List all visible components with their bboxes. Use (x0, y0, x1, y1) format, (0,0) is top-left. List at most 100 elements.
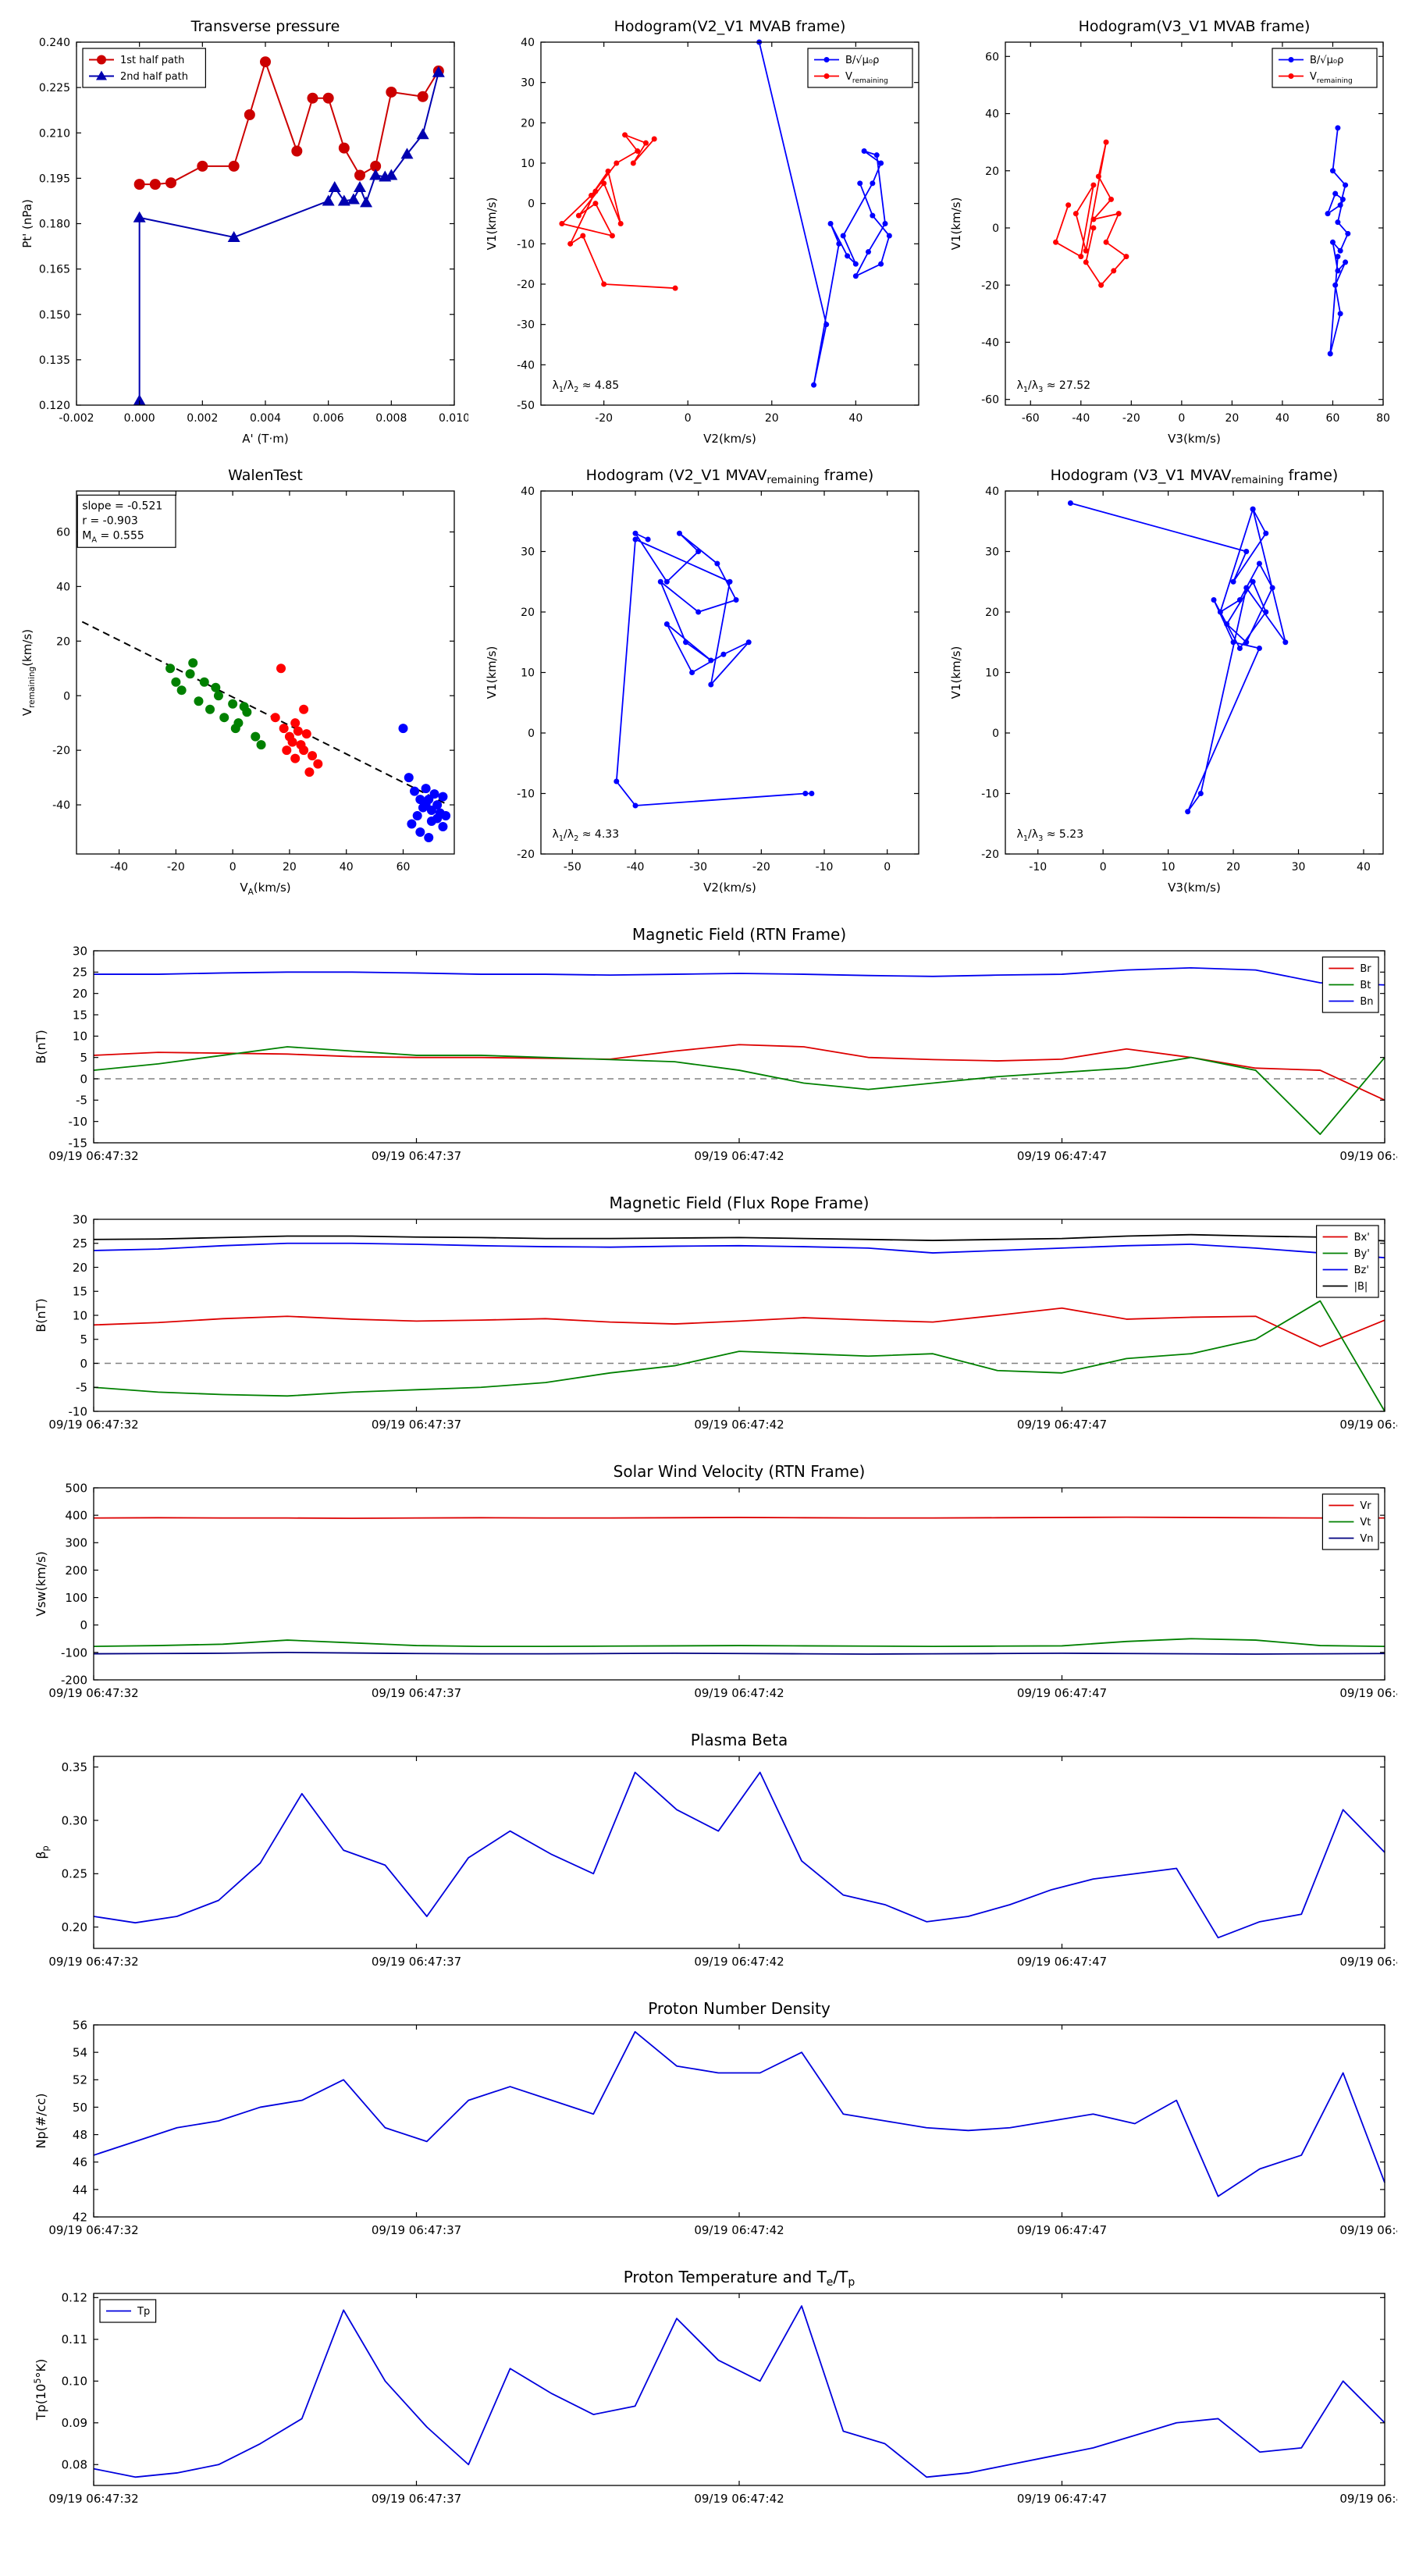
svg-text:V1(km/s): V1(km/s) (949, 197, 963, 251)
chart-proton-number-density: 09/19 06:47:32 09/19 06:47:37 09/19 06:47:… (8, 1994, 1405, 2251)
svg-text:60: 60 (985, 51, 999, 63)
svg-text:0.30: 0.30 (62, 1813, 87, 1827)
svg-text:-5: -5 (76, 1381, 87, 1395)
chart-hodogram-v2v1-mvav-remaining: -50 -40 -30 -20 -10 0 -20 -10 0 10 20 30 40 Hodogram … (472, 455, 933, 904)
svg-text:0: 0 (229, 861, 237, 873)
svg-text:09/19 06:47:42: 09/19 06:47:42 (694, 1149, 784, 1163)
svg-text:0.210: 0.210 (39, 127, 70, 140)
svg-text:09/19 06:47:52: 09/19 06:47:52 (1339, 1149, 1397, 1163)
svg-text:09/19 06:47:52: 09/19 06:47:52 (1339, 1686, 1397, 1700)
svg-text:09/19 06:47:32: 09/19 06:47:32 (48, 1955, 138, 1969)
svg-text:r = -0.903: r = -0.903 (82, 514, 138, 527)
svg-text:-20: -20 (981, 279, 999, 292)
svg-text:20: 20 (985, 165, 999, 178)
svg-text:30: 30 (73, 944, 87, 958)
svg-text:-10: -10 (517, 788, 535, 801)
svg-text:V2(km/s): V2(km/s) (703, 881, 756, 895)
svg-text:-40: -40 (52, 799, 70, 812)
svg-text:-0.002: -0.002 (59, 412, 94, 425)
svg-text:-15: -15 (69, 1136, 88, 1150)
svg-text:-20: -20 (1122, 412, 1140, 425)
svg-text:09/19 06:47:37: 09/19 06:47:37 (372, 1149, 461, 1163)
svg-text:09/19 06:47:37: 09/19 06:47:37 (372, 2492, 461, 2506)
svg-text:-10: -10 (69, 1404, 88, 1418)
svg-text:10: 10 (73, 1308, 87, 1322)
svg-text:-60: -60 (981, 394, 999, 407)
svg-text:Plasma Beta: Plasma Beta (691, 1731, 788, 1749)
svg-text:Tp: Tp (137, 2306, 150, 2318)
svg-text:09/19 06:47:47: 09/19 06:47:47 (1017, 2492, 1107, 2506)
svg-text:Vsw(km/s): Vsw(km/s) (34, 1551, 48, 1616)
svg-text:V1(km/s): V1(km/s) (485, 646, 499, 699)
svg-text:09/19 06:47:32: 09/19 06:47:32 (48, 2223, 138, 2237)
svg-text:-30: -30 (689, 861, 707, 873)
svg-text:Solar Wind Velocity (RTN Frame: Solar Wind Velocity (RTN Frame) (614, 1462, 866, 1481)
svg-text:10: 10 (73, 1030, 87, 1044)
svg-text:-10: -10 (1029, 861, 1047, 873)
svg-text:-100: -100 (61, 1646, 87, 1660)
svg-text:2nd half path: 2nd half path (120, 71, 188, 83)
svg-text:10: 10 (521, 667, 535, 680)
svg-text:20: 20 (1226, 861, 1240, 873)
svg-text:20: 20 (283, 861, 297, 873)
svg-text:09/19 06:47:47: 09/19 06:47:47 (1017, 1686, 1107, 1700)
svg-text:20: 20 (73, 987, 87, 1001)
svg-text:Hodogram (V2_V1 MVAVremaining: Hodogram (V2_V1 MVAVremaining frame) (586, 467, 874, 486)
svg-text:42: 42 (73, 2210, 87, 2224)
svg-text:09/19 06:47:42: 09/19 06:47:42 (694, 1955, 784, 1969)
svg-text:Transverse pressure: Transverse pressure (190, 18, 340, 35)
svg-text:λ1/λ3 ≈ 5.23: λ1/λ3 ≈ 5.23 (1017, 828, 1084, 843)
svg-text:WalenTest: WalenTest (228, 467, 303, 484)
subplot-row-2: -40 -20 0 20 40 60 -40 -20 0 20 40 60 WalenTest VA(km… (0, 455, 1405, 904)
svg-text:Proton Temperature and Te/Tp: Proton Temperature and Te/Tp (624, 2268, 855, 2289)
svg-text:-40: -40 (981, 336, 999, 349)
svg-text:0.008: 0.008 (375, 412, 407, 425)
svg-text:30: 30 (521, 546, 535, 559)
svg-text:-20: -20 (167, 861, 185, 873)
chart-hodogram-v3v1-mvab: -60 -40 -20 0 20 40 60 80 -60 -40 -20 0 20 40 60 Hodogr… (937, 6, 1397, 455)
svg-text:0.11: 0.11 (62, 2332, 87, 2347)
svg-text:0.240: 0.240 (39, 37, 70, 49)
svg-text:54: 54 (73, 2046, 87, 2060)
svg-text:B/√μ₀ρ: B/√μ₀ρ (1310, 55, 1343, 66)
svg-text:60: 60 (1326, 412, 1340, 425)
svg-text:09/19 06:47:47: 09/19 06:47:47 (1017, 1955, 1107, 1969)
svg-text:30: 30 (73, 1212, 87, 1226)
svg-text:30: 30 (985, 546, 999, 559)
svg-text:λ1/λ3 ≈ 27.52: λ1/λ3 ≈ 27.52 (1017, 379, 1091, 394)
svg-text:0: 0 (528, 728, 535, 740)
svg-text:46: 46 (73, 2155, 87, 2169)
svg-text:0: 0 (685, 412, 692, 425)
svg-text:-20: -20 (517, 849, 535, 861)
svg-text:-50: -50 (517, 400, 535, 412)
svg-text:Vremaining: Vremaining (1310, 71, 1353, 85)
svg-text:0.12: 0.12 (62, 2291, 87, 2305)
svg-text:0.135: 0.135 (39, 354, 70, 367)
svg-text:MA = 0.555: MA = 0.555 (82, 529, 144, 544)
svg-text:Pt' (nPa): Pt' (nPa) (20, 199, 34, 248)
chart-plasma-beta: 09/19 06:47:32 09/19 06:47:37 09/19 06:47:… (8, 1725, 1405, 1983)
svg-text:09/19 06:47:37: 09/19 06:47:37 (372, 1955, 461, 1969)
svg-text:25: 25 (73, 966, 87, 980)
svg-text:09/19 06:47:32: 09/19 06:47:32 (48, 2492, 138, 2506)
svg-text:09/19 06:47:47: 09/19 06:47:47 (1017, 1149, 1107, 1163)
svg-text:09/19 06:47:52: 09/19 06:47:52 (1339, 1955, 1397, 1969)
svg-text:25: 25 (73, 1236, 87, 1251)
svg-text:15: 15 (73, 1285, 87, 1299)
svg-text:400: 400 (65, 1509, 87, 1523)
svg-text:-20: -20 (595, 412, 613, 425)
svg-text:B(nT): B(nT) (34, 1298, 48, 1332)
svg-text:0: 0 (1178, 412, 1185, 425)
svg-text:V1(km/s): V1(km/s) (485, 197, 499, 251)
svg-text:-60: -60 (1022, 412, 1040, 425)
svg-text:40: 40 (521, 37, 535, 49)
svg-text:V3(km/s): V3(km/s) (1168, 432, 1221, 446)
svg-text:Hodogram (V3_V1 MVAVremaining: Hodogram (V3_V1 MVAVremaining frame) (1051, 467, 1339, 486)
svg-text:Bz': Bz' (1354, 1265, 1369, 1276)
svg-text:09/19 06:47:32: 09/19 06:47:32 (48, 1686, 138, 1700)
svg-text:-10: -10 (981, 788, 999, 801)
svg-text:-40: -40 (1072, 412, 1090, 425)
svg-text:40: 40 (56, 581, 70, 593)
svg-text:09/19 06:47:47: 09/19 06:47:47 (1017, 2223, 1107, 2237)
svg-text:60: 60 (56, 526, 70, 539)
